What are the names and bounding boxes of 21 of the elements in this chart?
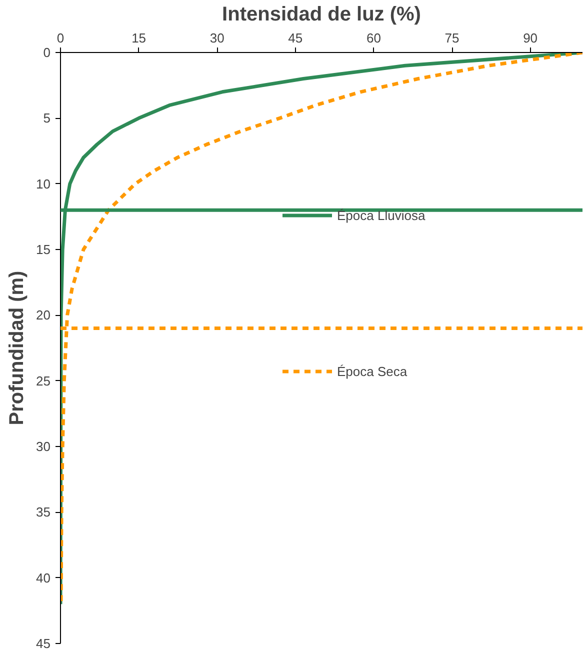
y-tick-label: 45 bbox=[36, 636, 51, 651]
legend-label: Época Seca bbox=[337, 364, 408, 378]
y-tick-label: 5 bbox=[43, 110, 51, 126]
x-tick-label: 0 bbox=[56, 30, 64, 46]
y-tick-label: 30 bbox=[36, 439, 51, 454]
y-axis-title: Profundidad (m) bbox=[6, 270, 28, 426]
y-tick-label: 20 bbox=[36, 308, 51, 323]
x-tick-label: 45 bbox=[288, 30, 303, 46]
x-axis-title: Intensidad de luz (%) bbox=[222, 4, 421, 26]
y-tick-label: 35 bbox=[36, 504, 51, 520]
x-tick-label: 90 bbox=[523, 30, 538, 46]
y-tick-label: 0 bbox=[43, 45, 51, 60]
x-tick-label: 15 bbox=[132, 30, 146, 46]
x-tick-label: 30 bbox=[210, 30, 224, 46]
y-tick-label: 40 bbox=[36, 570, 51, 586]
y-tick-label: 15 bbox=[36, 242, 51, 257]
x-tick-label: 75 bbox=[444, 30, 460, 46]
y-tick-label: 25 bbox=[36, 373, 51, 388]
y-tick-label: 10 bbox=[36, 176, 51, 192]
x-tick-label: 60 bbox=[366, 30, 381, 46]
legend-label: Época Lluviosa bbox=[337, 208, 426, 222]
